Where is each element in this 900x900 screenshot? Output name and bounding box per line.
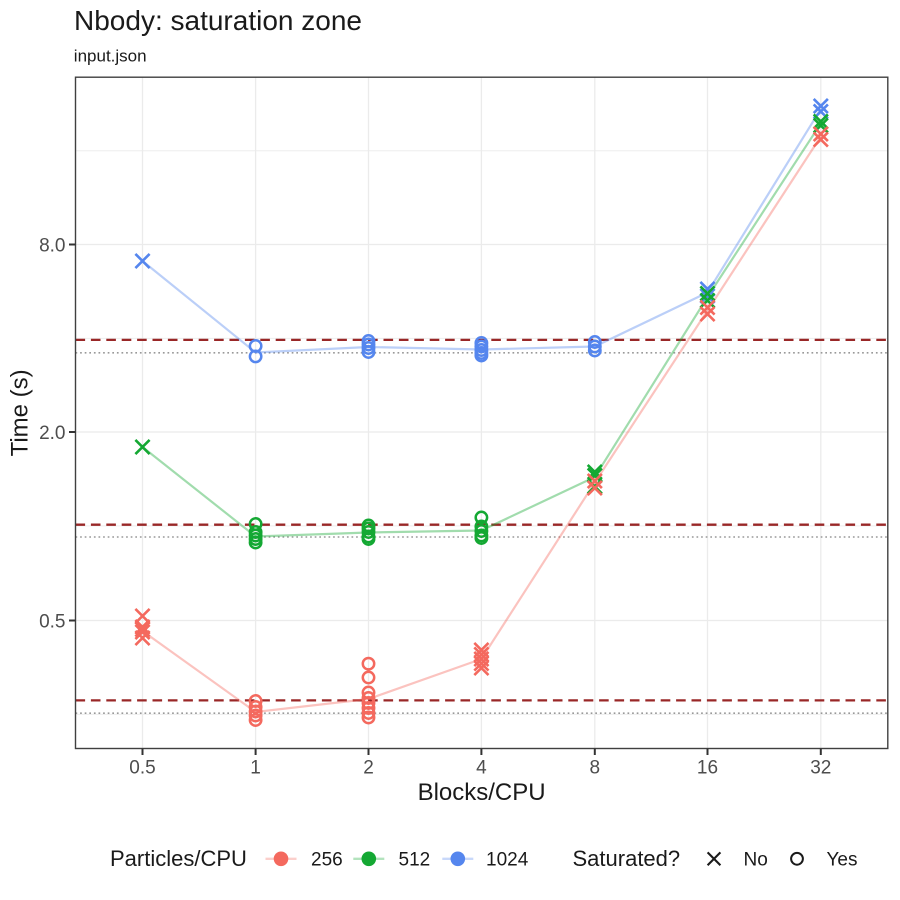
svg-text:4: 4 <box>476 757 487 778</box>
svg-text:1024: 1024 <box>486 849 529 870</box>
svg-text:1: 1 <box>250 757 261 778</box>
svg-text:2.0: 2.0 <box>39 423 65 444</box>
svg-text:Saturated?: Saturated? <box>573 846 681 871</box>
svg-text:Yes: Yes <box>827 849 858 870</box>
svg-text:0.5: 0.5 <box>129 757 155 778</box>
svg-text:Nbody: saturation zone: Nbody: saturation zone <box>74 5 362 36</box>
svg-text:2: 2 <box>363 757 374 778</box>
svg-text:No: No <box>744 849 768 870</box>
svg-text:Time (s): Time (s) <box>6 369 33 456</box>
svg-text:512: 512 <box>399 849 431 870</box>
svg-text:256: 256 <box>311 849 343 870</box>
svg-text:0.5: 0.5 <box>39 612 65 633</box>
svg-text:8.0: 8.0 <box>39 236 65 257</box>
svg-text:Particles/CPU: Particles/CPU <box>110 846 247 871</box>
svg-text:8: 8 <box>590 757 601 778</box>
svg-text:16: 16 <box>697 757 718 778</box>
svg-text:32: 32 <box>810 757 831 778</box>
svg-text:input.json: input.json <box>74 47 147 66</box>
svg-text:Blocks/CPU: Blocks/CPU <box>418 779 546 806</box>
